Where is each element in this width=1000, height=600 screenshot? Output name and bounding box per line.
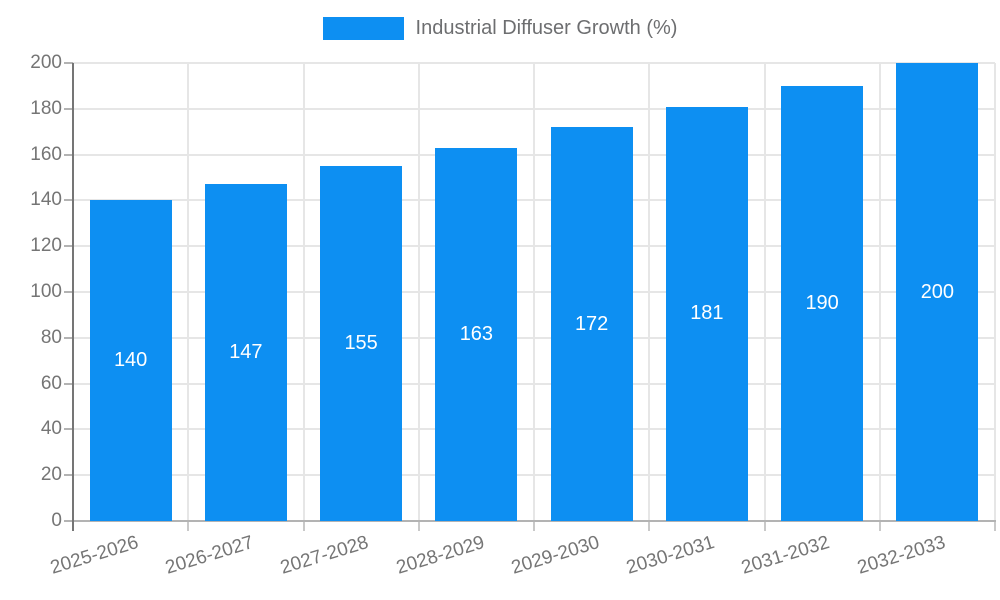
y-tick-label: 60 — [40, 372, 62, 394]
x-tick-label: 2032-2033 — [854, 532, 948, 579]
bar-value-label: 147 — [229, 341, 263, 364]
x-tick-label: 2030-2031 — [623, 532, 718, 579]
y-tick — [64, 62, 73, 64]
bar-value-label: 163 — [459, 322, 494, 345]
bar[interactable]: 155 — [320, 166, 403, 521]
gridline-vertical — [994, 63, 996, 521]
bar[interactable]: 172 — [550, 127, 633, 521]
x-axis-line — [64, 520, 996, 522]
bar-value-label: 172 — [574, 312, 609, 335]
gridline-vertical — [417, 63, 420, 521]
y-tick — [64, 428, 73, 431]
x-tick-label: 2028-2029 — [393, 532, 487, 579]
y-tick-label: 20 — [40, 464, 62, 486]
y-tick-label: 100 — [30, 281, 62, 302]
bar-value-label: 155 — [344, 332, 378, 355]
gridline-vertical — [878, 63, 881, 521]
y-tick-label: 40 — [40, 418, 62, 440]
gridline-vertical — [763, 63, 766, 521]
y-tick — [64, 107, 73, 110]
bar[interactable]: 163 — [435, 147, 518, 521]
legend-label: Industrial Diffuser Growth (%) — [415, 17, 678, 39]
bar[interactable]: 190 — [781, 85, 864, 521]
bar-value-label: 181 — [690, 302, 724, 325]
bar[interactable]: 140 — [89, 200, 172, 521]
y-tick-label: 160 — [30, 143, 62, 165]
y-axis-line — [72, 63, 74, 531]
x-tick — [302, 521, 305, 531]
bar-value-label: 200 — [920, 280, 955, 303]
bar-value-label: 190 — [805, 291, 839, 314]
x-tick — [533, 521, 535, 531]
y-tick — [64, 291, 73, 293]
y-tick — [64, 245, 73, 248]
y-tick — [64, 153, 73, 156]
gridline-vertical — [648, 63, 651, 521]
bar[interactable]: 147 — [204, 184, 287, 521]
x-tick — [763, 521, 766, 531]
x-tick — [187, 521, 190, 531]
x-tick-label: 2027-2028 — [278, 532, 372, 579]
y-tick-label: 140 — [30, 189, 62, 211]
x-tick — [994, 521, 996, 531]
y-tick — [64, 199, 73, 202]
bar-value-label: 140 — [113, 349, 148, 372]
y-tick — [64, 382, 73, 385]
legend[interactable]: Industrial Diffuser Growth (%) — [0, 17, 1000, 40]
gridline-vertical — [187, 63, 190, 521]
gridline-vertical — [533, 63, 535, 521]
x-tick-label: 2029-2030 — [508, 532, 602, 579]
y-tick-label: 120 — [30, 235, 62, 257]
x-tick — [417, 521, 420, 531]
x-tick-label: 2026-2027 — [162, 532, 257, 579]
x-tick — [878, 521, 881, 531]
y-tick-label: 180 — [30, 97, 62, 119]
y-tick-label: 80 — [40, 326, 62, 348]
bar[interactable]: 181 — [665, 106, 748, 521]
bar[interactable]: 200 — [896, 63, 979, 521]
legend-swatch — [322, 17, 404, 40]
gridline-vertical — [302, 63, 305, 521]
y-tick-label: 200 — [30, 52, 62, 73]
x-tick-label: 2025-2026 — [47, 532, 141, 579]
y-tick — [64, 336, 73, 339]
y-tick-label: 0 — [51, 510, 62, 531]
y-tick — [64, 474, 73, 477]
x-tick — [648, 521, 651, 531]
x-tick-label: 2031-2032 — [739, 532, 833, 579]
